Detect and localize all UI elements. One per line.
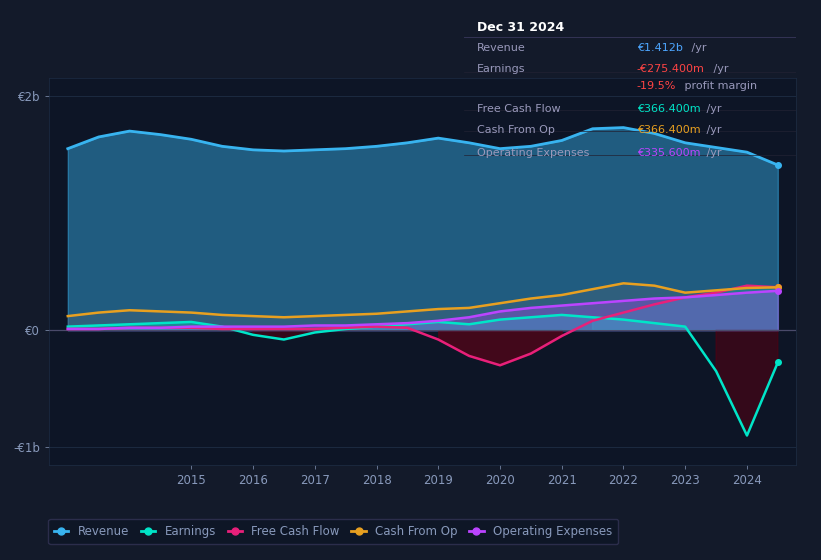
Text: -19.5%: -19.5% [637, 81, 677, 91]
Text: €335.600m: €335.600m [637, 148, 700, 158]
Text: Free Cash Flow: Free Cash Flow [477, 104, 561, 114]
Text: /yr: /yr [703, 124, 721, 134]
Text: €366.400m: €366.400m [637, 124, 700, 134]
Text: €366.400m: €366.400m [637, 104, 700, 114]
Legend: Revenue, Earnings, Free Cash Flow, Cash From Op, Operating Expenses: Revenue, Earnings, Free Cash Flow, Cash … [48, 519, 618, 544]
Text: €1.412b: €1.412b [637, 43, 682, 53]
Text: Cash From Op: Cash From Op [477, 124, 555, 134]
Text: Operating Expenses: Operating Expenses [477, 148, 589, 158]
Text: /yr: /yr [688, 43, 707, 53]
Text: /yr: /yr [710, 64, 728, 74]
Text: Revenue: Revenue [477, 43, 526, 53]
Text: /yr: /yr [703, 148, 721, 158]
Text: -€275.400m: -€275.400m [637, 64, 704, 74]
Text: /yr: /yr [703, 104, 721, 114]
Text: Earnings: Earnings [477, 64, 525, 74]
Text: Dec 31 2024: Dec 31 2024 [477, 21, 564, 34]
Text: profit margin: profit margin [681, 81, 757, 91]
